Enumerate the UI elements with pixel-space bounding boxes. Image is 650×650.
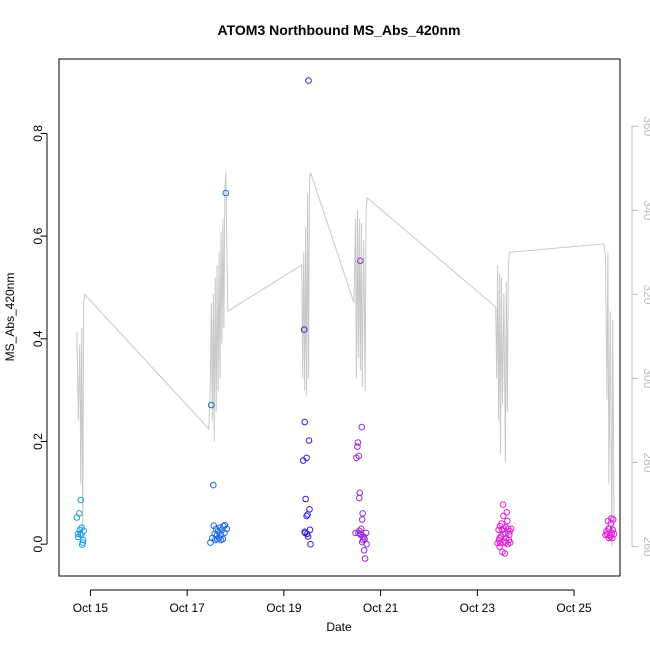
data-point xyxy=(305,77,312,84)
data-point xyxy=(208,401,215,409)
data-point xyxy=(79,539,86,546)
y2-tick-label: 340 xyxy=(641,200,650,220)
secondary-line xyxy=(76,172,615,547)
data-point xyxy=(213,531,221,539)
y2-tick-label: 360 xyxy=(641,116,650,136)
data-point xyxy=(77,496,85,504)
data-point xyxy=(74,530,82,538)
data-point xyxy=(302,495,309,503)
data-point xyxy=(607,533,614,540)
y2-tick-label: 280 xyxy=(641,452,650,472)
chart-title: ATOM3 Northbound MS_Abs_420nm xyxy=(218,22,461,38)
data-point xyxy=(222,189,230,197)
data-point xyxy=(496,534,503,542)
x-axis-label: Date xyxy=(326,620,352,634)
y-tick-label: 0.4 xyxy=(31,330,45,347)
data-point xyxy=(498,520,505,527)
data-point xyxy=(223,525,231,533)
y2-tick-label: 300 xyxy=(641,368,650,388)
x-tick-label: Oct 25 xyxy=(556,601,592,615)
points-layer xyxy=(73,77,618,562)
data-point xyxy=(305,437,313,444)
x-tick-label: Oct 15 xyxy=(73,601,109,615)
data-point xyxy=(304,533,312,540)
y-tick-label: 0.8 xyxy=(31,125,45,142)
y-axis-label: MS_Abs_420nm xyxy=(3,273,17,362)
data-point xyxy=(507,525,515,533)
x-tick-label: Oct 21 xyxy=(363,601,399,615)
data-point xyxy=(605,534,613,542)
data-point xyxy=(304,511,311,518)
data-point xyxy=(504,517,511,525)
y-tick-label: 0.6 xyxy=(31,227,45,244)
data-point xyxy=(300,326,308,333)
y2-tick-label: 260 xyxy=(641,537,650,557)
x-tick-label: Oct 19 xyxy=(266,601,302,615)
data-point xyxy=(506,531,513,539)
data-point xyxy=(79,536,87,544)
data-point xyxy=(221,521,229,529)
data-point xyxy=(355,452,363,460)
data-point xyxy=(357,257,364,265)
data-point xyxy=(307,540,314,548)
data-point xyxy=(506,539,514,546)
y-tick-label: 0.0 xyxy=(31,536,45,553)
x-tick-label: Oct 17 xyxy=(169,601,205,615)
data-point xyxy=(499,530,507,538)
data-point xyxy=(361,555,369,562)
data-point xyxy=(501,550,509,557)
data-point xyxy=(306,526,314,534)
x-tick-label: Oct 23 xyxy=(460,601,496,615)
data-point xyxy=(357,530,364,538)
data-point xyxy=(80,527,87,535)
data-point xyxy=(502,539,509,547)
data-point xyxy=(358,423,366,431)
secondary-line-layer xyxy=(76,172,615,547)
data-point xyxy=(217,536,225,544)
y2-tick-label: 320 xyxy=(641,284,650,304)
data-point xyxy=(496,543,503,551)
data-point xyxy=(303,454,310,462)
axes-layer: Oct 15 Oct 17 Oct 19 Oct 21 Oct 23 Oct 25 0.0 0… xyxy=(31,116,650,615)
data-point xyxy=(609,526,617,534)
data-point xyxy=(301,528,309,536)
data-point xyxy=(609,516,617,523)
y-tick-label: 0.2 xyxy=(31,433,45,450)
data-point xyxy=(303,512,310,520)
data-point xyxy=(354,439,362,446)
data-point xyxy=(359,510,367,517)
data-point xyxy=(609,534,616,542)
data-point xyxy=(503,509,511,516)
data-point xyxy=(76,510,83,517)
data-point xyxy=(301,418,309,426)
data-point xyxy=(499,501,507,508)
data-point xyxy=(358,538,366,546)
data-point xyxy=(360,547,368,554)
data-point xyxy=(356,527,363,535)
data-point xyxy=(210,481,217,489)
plot-frame xyxy=(58,58,621,577)
data-point xyxy=(358,516,366,523)
data-point xyxy=(356,489,364,497)
data-point xyxy=(500,512,507,520)
data-point xyxy=(354,443,361,450)
data-point xyxy=(605,525,612,533)
